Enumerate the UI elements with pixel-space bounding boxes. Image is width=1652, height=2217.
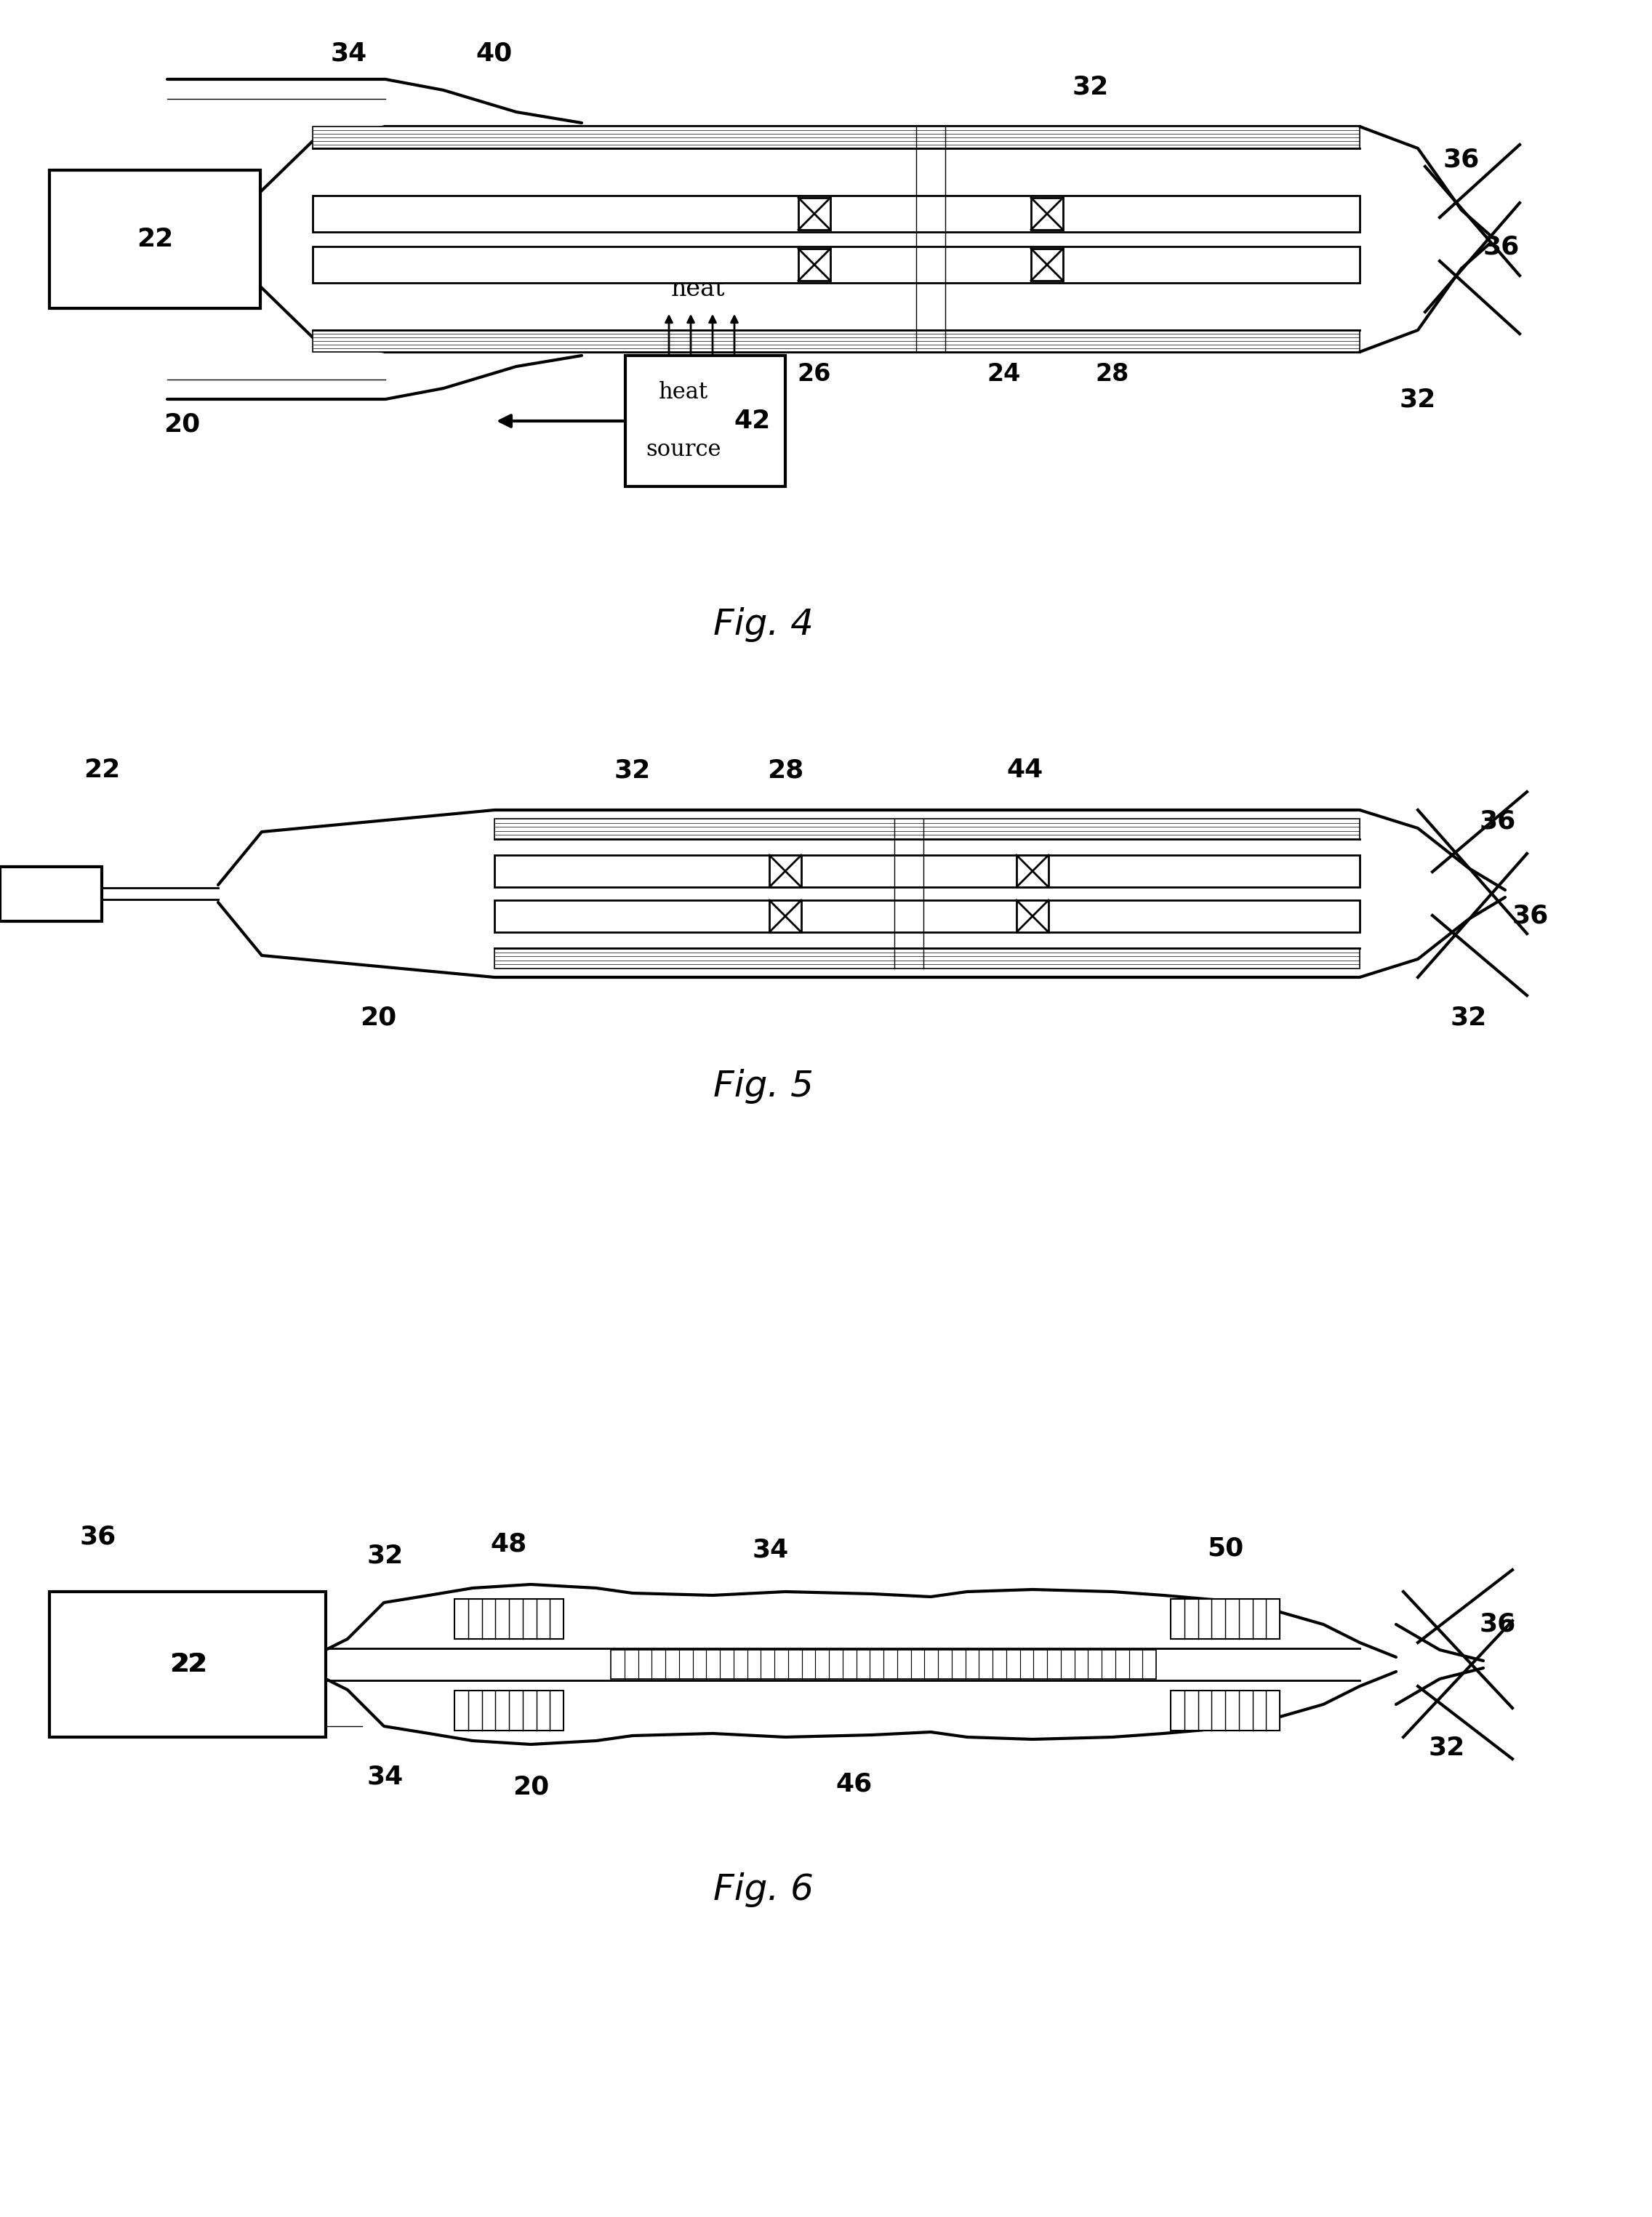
- Text: 22: 22: [137, 226, 173, 251]
- Text: 36: 36: [1480, 1612, 1517, 1636]
- Text: 32: 32: [1399, 386, 1436, 412]
- Text: 36: 36: [79, 1525, 116, 1550]
- Text: 32: 32: [1429, 1736, 1465, 1760]
- Text: 34: 34: [330, 42, 367, 67]
- Bar: [454, 1689, 563, 1729]
- Text: 20: 20: [164, 412, 200, 437]
- Bar: [312, 246, 1360, 284]
- Text: 48: 48: [491, 1532, 527, 1556]
- Bar: [50, 1592, 325, 1738]
- Text: 32: 32: [1072, 73, 1108, 100]
- Bar: [611, 1649, 1156, 1678]
- Text: 20: 20: [360, 1004, 396, 1029]
- Text: 20: 20: [512, 1774, 548, 1798]
- Bar: [494, 949, 1360, 969]
- Text: Fig. 5: Fig. 5: [714, 1069, 814, 1104]
- Text: 28: 28: [1095, 361, 1130, 386]
- Bar: [798, 248, 831, 282]
- Bar: [494, 856, 1360, 887]
- Text: 36: 36: [1483, 235, 1520, 259]
- Text: 22: 22: [84, 758, 121, 783]
- Bar: [770, 900, 801, 931]
- Text: 32: 32: [615, 758, 651, 783]
- Text: 26: 26: [798, 361, 831, 386]
- Text: heat: heat: [671, 277, 725, 302]
- Text: 46: 46: [836, 1771, 872, 1796]
- Bar: [50, 171, 261, 308]
- Bar: [1171, 1689, 1280, 1729]
- Bar: [770, 856, 801, 887]
- Text: 34: 34: [367, 1765, 403, 1789]
- Bar: [1171, 1598, 1280, 1638]
- Text: 36: 36: [1480, 809, 1517, 834]
- Bar: [626, 355, 785, 486]
- Bar: [798, 197, 831, 231]
- Text: source: source: [646, 439, 722, 461]
- Text: 32: 32: [367, 1543, 403, 1567]
- Text: 32: 32: [1450, 1004, 1487, 1029]
- Bar: [0, 867, 102, 920]
- Text: 40: 40: [476, 42, 512, 67]
- Bar: [454, 1598, 563, 1638]
- Text: 50: 50: [1208, 1536, 1244, 1561]
- Bar: [494, 900, 1360, 931]
- Bar: [494, 818, 1360, 838]
- Text: 22: 22: [169, 1652, 206, 1676]
- Bar: [312, 195, 1360, 233]
- Text: 22: 22: [170, 1652, 206, 1676]
- Bar: [312, 126, 1360, 149]
- Text: 24: 24: [986, 361, 1021, 386]
- Bar: [1031, 197, 1062, 231]
- Text: 36: 36: [1512, 902, 1550, 927]
- Text: 36: 36: [1444, 146, 1480, 171]
- Text: 34: 34: [752, 1536, 790, 1561]
- Text: Fig. 6: Fig. 6: [714, 1873, 814, 1907]
- Text: 28: 28: [767, 758, 803, 783]
- Bar: [312, 330, 1360, 353]
- Text: 42: 42: [733, 408, 771, 432]
- Text: heat: heat: [659, 381, 709, 403]
- Text: 44: 44: [1008, 758, 1044, 783]
- Bar: [1016, 856, 1049, 887]
- Bar: [1016, 900, 1049, 931]
- Text: Fig. 4: Fig. 4: [714, 607, 814, 643]
- Bar: [1031, 248, 1062, 282]
